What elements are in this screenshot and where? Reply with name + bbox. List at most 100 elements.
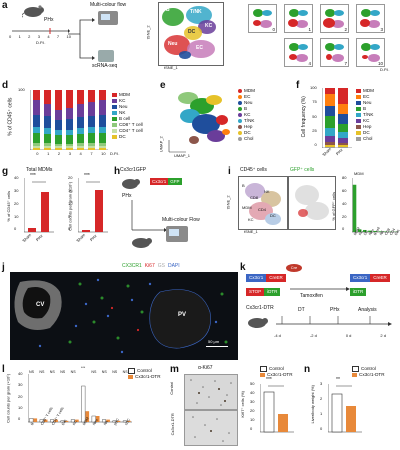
g-bars1: [24, 178, 54, 233]
tsne-x-label: tSNE_1: [164, 65, 178, 70]
k-arrow: [290, 287, 350, 291]
tsne-small-0: 0: [248, 4, 277, 33]
l-legend: Control Cx3cr1-DTR: [128, 368, 161, 380]
n-ylabel: Liver/body weight (%): [309, 385, 315, 424]
l-sig-6: NS: [91, 370, 97, 374]
k-mouse-label: Cx3cr1-DTR: [246, 305, 274, 311]
l-bar-control-8: [112, 420, 117, 423]
j-cv: CV: [36, 302, 45, 308]
k-construct4: iDTR: [350, 288, 367, 296]
tsne-small-1: 1: [284, 4, 313, 33]
i-lbl-b: B: [242, 183, 245, 188]
tsne-small-6: 10: [356, 38, 385, 67]
l-bar-dtr-3: [64, 420, 69, 422]
g-ylabel1: % of CD45⁺ cells: [5, 191, 11, 222]
h-phx: PHx: [122, 193, 132, 199]
j-stain-legend: CX3CR1 Ki67 GS DAPI: [122, 263, 180, 269]
m-ylabel: Ki67⁺ cells (%): [239, 391, 245, 418]
k-construct2: STOP iDTR: [246, 288, 281, 296]
l-cat-7: NK: [102, 419, 109, 426]
i-bar-6: [383, 231, 387, 232]
l-cat-4: KC: [71, 419, 78, 426]
h-mouse-icon: [122, 179, 140, 189]
f-xcat-sham: Sham: [321, 146, 333, 158]
i-lbl-cd4: CD4: [258, 207, 267, 212]
l-bar-control-4: [70, 419, 75, 423]
l-sig-9: NS: [122, 370, 128, 374]
l-bar-control-9: [122, 420, 127, 423]
l-sig-0: NS: [29, 370, 34, 374]
m-image-dtr: [184, 410, 238, 446]
d-stacked-bars: [30, 90, 108, 150]
panel-h-schematic: Cx3cr1GFP Cx3cr1 GFP PHx Multi-colour Fl…: [120, 167, 226, 260]
i-tsne-y: tSNE_2: [225, 195, 231, 210]
i-bar-ylabel: % of GFP⁺ cells: [330, 192, 336, 221]
l-bar-dtr-5: [85, 411, 90, 422]
k-construct3: Cx3cr1 CreER: [350, 274, 390, 282]
panel-a-tsne-main: B T/NK KC DC Neu EC tSNE_1 tSNE_2: [146, 2, 224, 74]
f-xcat-phx: PHx: [334, 147, 344, 157]
g-yticks1: 40 30 20 10 0: [14, 175, 19, 232]
l-yticks: 40 30 20 10 0: [18, 371, 23, 422]
panel-a-letter: a: [2, 0, 8, 11]
f-yticks: 100 75 50 25 0: [310, 85, 317, 148]
g-xcat1-sham: Sham: [21, 232, 33, 244]
umap-clusters: [178, 92, 230, 144]
cluster-kc: KC: [205, 23, 213, 29]
g-xcat1-phx: PHx: [34, 233, 44, 243]
d-ylabel: % of CD45⁺ cells: [7, 97, 14, 136]
l-bar-control-3: [60, 420, 65, 423]
e-xlabel: UMAP_1: [174, 153, 191, 158]
panel-l-chart: Cell counts per gram (×10⁵) 40 30 20 10 0 NS…: [5, 366, 168, 450]
panel-g-letter: g: [2, 166, 9, 177]
f-ylabel: Cell frequency (%): [300, 96, 307, 138]
k-event-analysis: Analysis: [358, 307, 377, 313]
cluster-ec: EC: [196, 45, 203, 51]
h-mouse-label: Cx3cr1GFP: [120, 167, 147, 173]
timeline-axis: [12, 28, 70, 34]
i-bar-5: [378, 231, 382, 232]
i-bar-3: [368, 230, 372, 232]
m-yticks: 50 40 30 20 10 0: [250, 381, 255, 432]
l-cats: B CD8⁺ T cells CD4⁺ T cells Eos KC MDM Neu NK pD…: [28, 406, 132, 448]
i-lbl-kc: KC: [248, 217, 254, 222]
panel-h-letter: h: [114, 166, 121, 177]
h-mouse2-icon: [132, 238, 152, 248]
e-legend: MDM EC Neu B KC T/NK Hep DC Chol: [238, 88, 255, 142]
cluster-neu: Neu: [168, 41, 178, 47]
panel-j-micrograph: CX3CR1 Ki67 GS DAPI CV PV 50 μm: [10, 263, 238, 364]
n-legend: Control Cx3cr1-DTR: [352, 366, 385, 378]
sequencer-icon: [98, 50, 114, 62]
panel-a-schematic: PHx 0 1 2 3 4 7 10 D.P.I. Multi-colour flow sc…: [8, 2, 148, 74]
i-tsne-gfp: [288, 176, 336, 230]
d-legend: MDM KC Neu NK B cell CD8⁺ T cell CD4⁺ T …: [112, 92, 143, 140]
l-bar-dtr-0: [33, 418, 38, 422]
k-timeline: [276, 316, 392, 326]
g-xcat2-phx: PHx: [88, 233, 98, 243]
panel-d-chart: % of CD45⁺ cells 100 0 1 2 3 4 7 10 D.P.I. MDM…: [7, 84, 158, 164]
panel-k-letter: k: [240, 262, 246, 273]
l-bar-dtr-2: [54, 419, 58, 422]
panel-e-letter: e: [160, 80, 166, 91]
i-bar-0: [352, 184, 357, 232]
m-row2: Cx3cr1-DTR: [169, 413, 175, 436]
tsne-small-3: 3: [356, 4, 385, 33]
l-sig-3: NS: [60, 370, 66, 374]
j-pv: PV: [178, 312, 187, 318]
i-bar-4: [373, 230, 377, 232]
l-ylabel: Cell counts per gram (×10⁵): [5, 373, 11, 423]
i-title2: GFP⁺ cells: [290, 167, 315, 173]
tsne-small-2: 2: [320, 4, 349, 33]
i-bar-yticks: 80 60 40 20 0: [342, 175, 347, 232]
panel-f-chart: Cell frequency (%) 100 75 50 25 0 Sham PHx M…: [300, 84, 398, 164]
m-bars: [260, 384, 294, 433]
k-cre-blob: Cre: [286, 264, 302, 272]
l-bar-control-7: [102, 419, 107, 423]
k-tamoxifen: Tamoxifen: [300, 293, 323, 299]
tsne-clusters: [162, 6, 216, 59]
method-flow: Multi-colour flow: [90, 2, 127, 8]
panel-i-bar-chart: % of GFP⁺ cells 80 60 40 20 0 MDM MDM KC DC Neu…: [331, 168, 400, 260]
panel-d-letter: d: [2, 80, 9, 91]
mouse-icon: [22, 5, 44, 18]
l-sig-8: NS: [112, 370, 118, 374]
